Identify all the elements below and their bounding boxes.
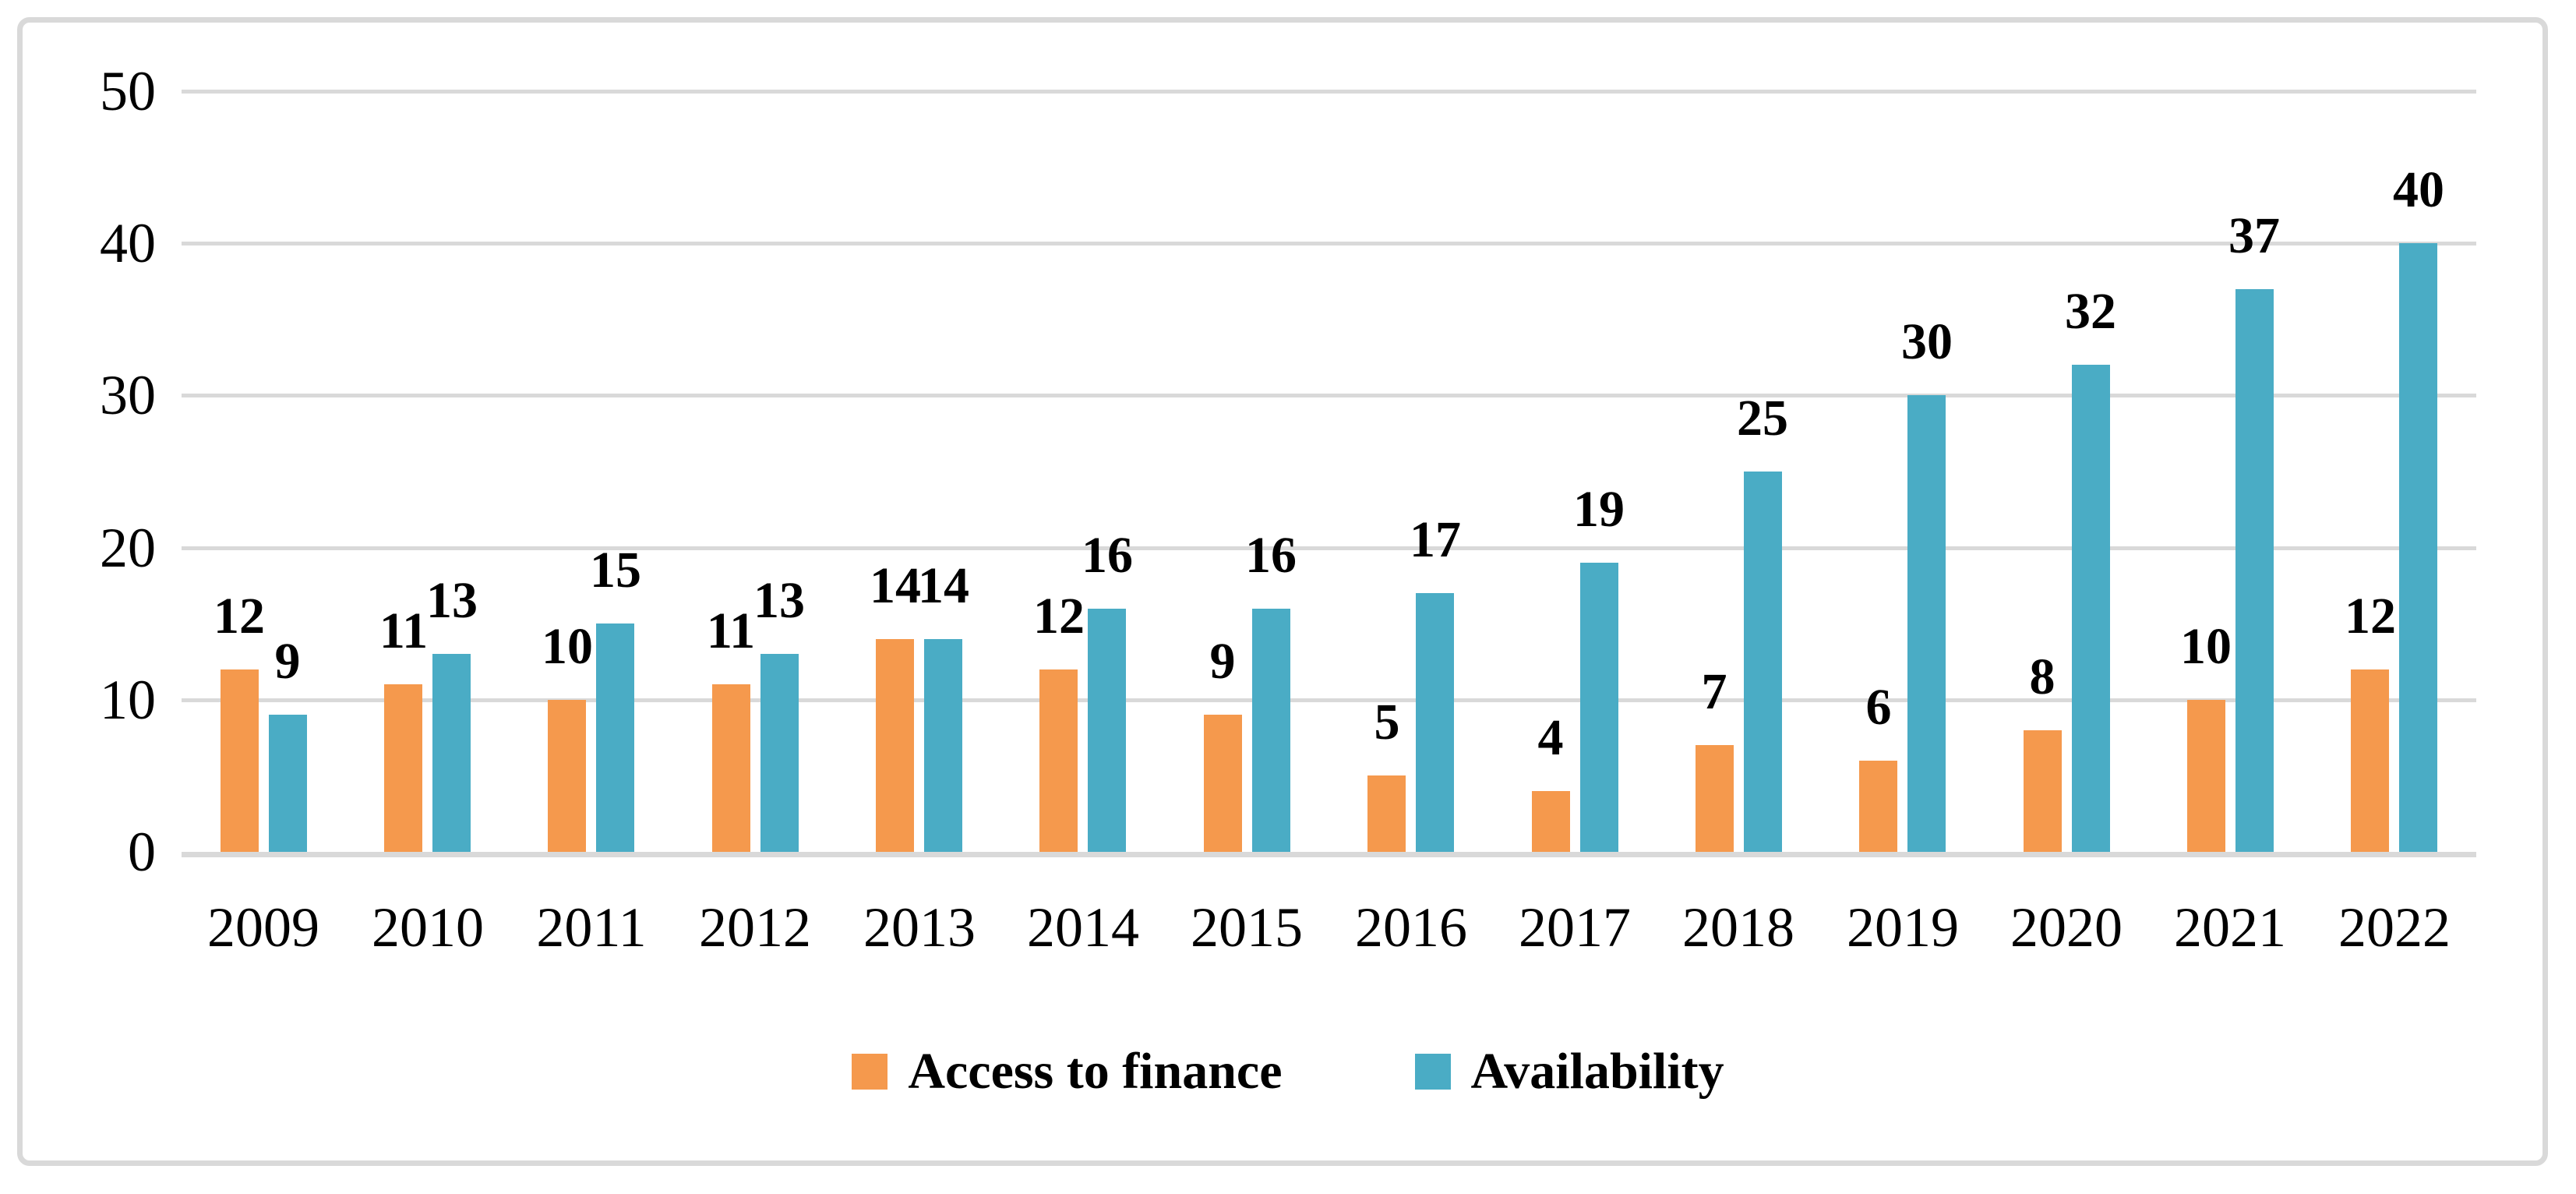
bar-value-label-availability-2019: 30: [1901, 313, 1953, 370]
gridline-y-20: [182, 546, 2476, 550]
bar-access-to-finance-2009: [221, 669, 259, 852]
bar-availability-2022: [2399, 243, 2437, 852]
legend-label-availability: Availability: [1470, 1043, 1724, 1100]
bar-value-label-access-to-finance-2011: 10: [542, 618, 593, 675]
y-axis-label-40: 40: [100, 212, 156, 274]
legend-swatch-teal-icon: [1414, 1054, 1451, 1090]
y-axis-label-0: 0: [128, 821, 156, 883]
x-axis-label-2015: 2015: [1191, 896, 1303, 959]
gridline-y-40: [182, 242, 2476, 246]
bar-value-label-availability-2009: 9: [274, 633, 301, 690]
bar-value-label-availability-2012: 13: [753, 572, 805, 629]
bar-value-label-availability-2020: 32: [2065, 283, 2116, 340]
x-axis-label-2022: 2022: [2338, 896, 2451, 959]
x-axis-label-2014: 2014: [1027, 896, 1139, 959]
bar-availability-2014: [1088, 609, 1126, 852]
bar-value-label-access-to-finance-2012: 11: [706, 602, 756, 659]
x-axis-label-2018: 2018: [1682, 896, 1794, 959]
bar-value-label-access-to-finance-2021: 10: [2180, 618, 2232, 675]
bar-value-label-availability-2013: 14: [918, 557, 969, 614]
bar-value-label-availability-2011: 15: [590, 542, 641, 599]
chart-legend: Access to finance Availability: [0, 1040, 2576, 1103]
bar-access-to-finance-2018: [1696, 745, 1734, 852]
bar-availability-2011: [596, 623, 634, 852]
bar-value-label-availability-2015: 16: [1245, 527, 1297, 584]
bar-availability-2013: [924, 639, 962, 852]
bar-value-label-access-to-finance-2019: 6: [1865, 679, 1892, 736]
bar-availability-2012: [760, 654, 799, 852]
legend-item-access-to-finance: Access to finance: [852, 1040, 1283, 1103]
chart-outer-border: [17, 17, 2548, 1166]
bar-access-to-finance-2019: [1859, 761, 1897, 852]
bar-value-label-availability-2014: 16: [1082, 527, 1133, 584]
bar-availability-2021: [2235, 289, 2274, 852]
x-axis-label-2020: 2020: [2010, 896, 2123, 959]
bar-value-label-access-to-finance-2010: 11: [379, 602, 429, 659]
bar-value-label-availability-2018: 25: [1737, 390, 1788, 447]
bar-availability-2016: [1416, 593, 1454, 852]
x-axis-label-2019: 2019: [1847, 896, 1959, 959]
bar-availability-2015: [1252, 609, 1290, 852]
bar-access-to-finance-2010: [384, 684, 422, 852]
bar-availability-2009: [269, 715, 307, 852]
x-axis-label-2016: 2016: [1355, 896, 1467, 959]
bar-access-to-finance-2016: [1367, 775, 1406, 852]
bar-value-label-access-to-finance-2022: 12: [2345, 588, 2396, 645]
bar-value-label-access-to-finance-2018: 7: [1701, 663, 1727, 720]
bar-access-to-finance-2013: [876, 639, 914, 852]
bar-access-to-finance-2021: [2187, 700, 2225, 852]
bar-value-label-access-to-finance-2014: 12: [1033, 588, 1085, 645]
bar-availability-2019: [1907, 395, 1946, 852]
bar-access-to-finance-2020: [2024, 730, 2062, 852]
x-axis-label-2013: 2013: [863, 896, 976, 959]
bar-value-label-access-to-finance-2016: 5: [1374, 694, 1400, 751]
bar-value-label-availability-2010: 13: [426, 572, 478, 629]
bar-availability-2010: [432, 654, 471, 852]
x-axis-label-2011: 2011: [536, 896, 647, 959]
bar-access-to-finance-2011: [548, 700, 586, 852]
bar-value-label-availability-2016: 17: [1410, 511, 1461, 568]
legend-label-access-to-finance: Access to finance: [908, 1043, 1283, 1100]
bar-value-label-access-to-finance-2017: 4: [1537, 709, 1564, 766]
legend-swatch-orange-icon: [852, 1054, 888, 1090]
bar-value-label-access-to-finance-2013: 14: [870, 557, 921, 614]
bar-value-label-availability-2022: 40: [2393, 161, 2444, 218]
gridline-y-30: [182, 394, 2476, 397]
bar-access-to-finance-2014: [1039, 669, 1078, 852]
bar-availability-2018: [1744, 472, 1782, 852]
x-axis-label-2012: 2012: [699, 896, 811, 959]
y-axis-label-10: 10: [100, 669, 156, 731]
bar-access-to-finance-2017: [1532, 791, 1570, 852]
bar-value-label-availability-2021: 37: [2228, 207, 2280, 264]
x-axis-label-2009: 2009: [207, 896, 319, 959]
bar-value-label-availability-2017: 19: [1573, 481, 1625, 538]
x-axis-label-2010: 2010: [372, 896, 484, 959]
bar-access-to-finance-2012: [712, 684, 750, 852]
legend-item-availability: Availability: [1414, 1040, 1724, 1103]
x-axis-label-2021: 2021: [2174, 896, 2286, 959]
bar-value-label-access-to-finance-2015: 9: [1209, 633, 1236, 690]
bar-access-to-finance-2015: [1204, 715, 1242, 852]
bar-availability-2017: [1580, 563, 1618, 852]
x-axis-label-2017: 2017: [1519, 896, 1631, 959]
bar-value-label-access-to-finance-2020: 8: [2029, 648, 2056, 705]
bar-access-to-finance-2022: [2351, 669, 2389, 852]
y-axis-label-50: 50: [100, 60, 156, 122]
gridline-y-50: [182, 90, 2476, 94]
y-axis-label-20: 20: [100, 517, 156, 579]
bar-value-label-access-to-finance-2009: 12: [213, 588, 265, 645]
y-axis-label-30: 30: [100, 364, 156, 426]
gridline-y-10: [182, 698, 2476, 702]
x-axis-line: [182, 852, 2476, 857]
bar-availability-2020: [2072, 365, 2110, 852]
